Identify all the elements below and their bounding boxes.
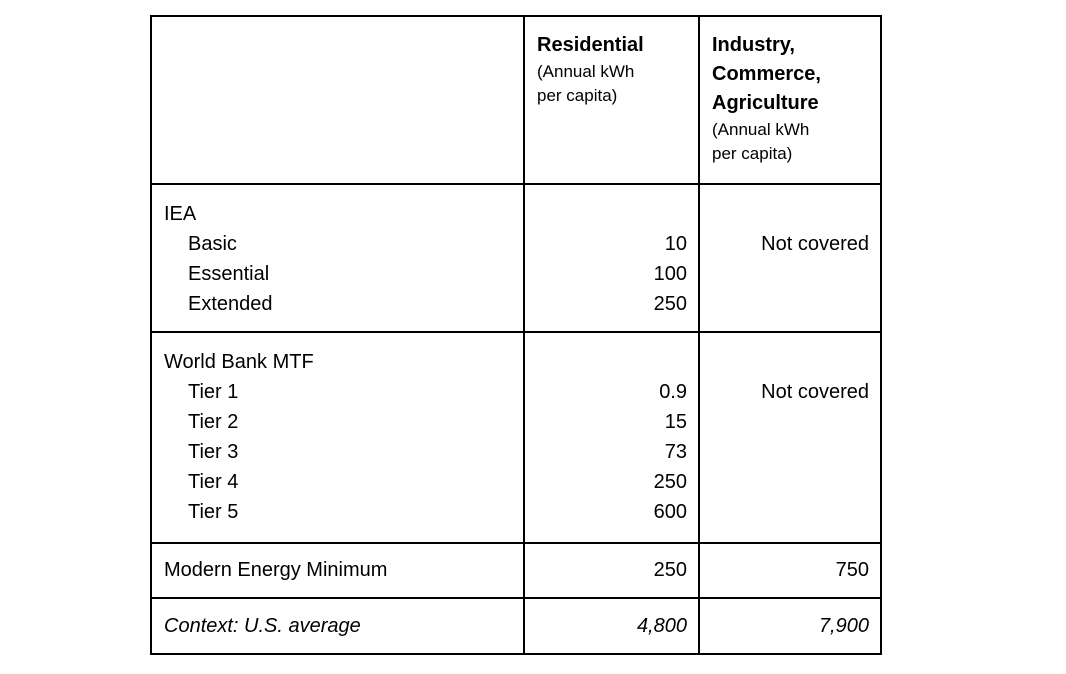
section-row-world-bank-mtf: World Bank MTF Tier 1 Tier 2 Tier 3 Tier… [150, 331, 882, 544]
iea-extended-value: 250 [653, 293, 687, 315]
spacer-line [537, 347, 687, 377]
industry-header-title-line2: Commerce, [712, 63, 821, 85]
section-name-iea: IEA [164, 203, 197, 225]
wb-tier2-value: 15 [664, 411, 687, 433]
wb-industry-cell: Not covered [698, 331, 882, 544]
wb-item-tier3: Tier 3 [188, 441, 239, 463]
wb-tier3-value: 73 [664, 441, 687, 463]
spacer-line [712, 347, 869, 377]
row-modern-energy-minimum: Modern Energy Minimum 250 750 [150, 542, 882, 599]
iea-coverage-note: Not covered [761, 233, 869, 255]
iea-basic-value: 10 [664, 233, 687, 255]
iea-labels-cell: IEA Basic Essential Extended [150, 183, 525, 333]
wb-tier5-value: 600 [653, 501, 687, 523]
wb-tier4-value: 250 [653, 471, 687, 493]
wb-item-tier4: Tier 4 [188, 471, 239, 493]
iea-item-extended: Extended [188, 293, 273, 315]
context-residential-value: 4,800 [523, 597, 700, 655]
wb-tier1-value: 0.9 [659, 381, 687, 403]
header-cell-empty [150, 15, 525, 185]
iea-industry-cell: Not covered [698, 183, 882, 333]
industry-header-title-line1: Industry, [712, 34, 795, 56]
iea-item-basic: Basic [188, 233, 237, 255]
residential-header-unit-line2: per capita) [537, 86, 618, 105]
wb-item-tier5: Tier 5 [188, 501, 239, 523]
industry-header-unit-line1: (Annual kWh [712, 120, 810, 139]
table-header-row: Residential (Annual kWh per capita) Indu… [150, 15, 882, 185]
industry-header-title-line3: Agriculture [712, 92, 819, 114]
iea-essential-value: 100 [653, 263, 687, 285]
header-cell-residential: Residential (Annual kWh per capita) [523, 15, 700, 185]
row-context-us-average: Context: U.S. average 4,800 7,900 [150, 597, 882, 655]
spacer-line [712, 199, 869, 229]
residential-header-title: Residential [537, 34, 644, 56]
context-label-cell: Context: U.S. average [150, 597, 525, 655]
iea-item-essential: Essential [188, 263, 270, 285]
header-cell-industry: Industry, Commerce, Agriculture (Annual … [698, 15, 882, 185]
mem-label-cell: Modern Energy Minimum [150, 542, 525, 599]
section-name-world-bank-mtf: World Bank MTF [164, 351, 314, 373]
energy-thresholds-table: Residential (Annual kWh per capita) Indu… [150, 15, 882, 655]
wb-coverage-note: Not covered [761, 381, 869, 403]
mem-residential-value: 250 [523, 542, 700, 599]
mem-industry-value: 750 [698, 542, 882, 599]
spacer-line [537, 199, 687, 229]
wb-item-tier2: Tier 2 [188, 411, 239, 433]
wb-residential-values-cell: 0.9 15 73 250 600 [523, 331, 700, 544]
energy-thresholds-table-wrap: Residential (Annual kWh per capita) Indu… [150, 15, 882, 655]
section-row-iea: IEA Basic Essential Extended 10 100 250 … [150, 183, 882, 333]
wb-labels-cell: World Bank MTF Tier 1 Tier 2 Tier 3 Tier… [150, 331, 525, 544]
residential-header-unit-line1: (Annual kWh [537, 62, 635, 81]
industry-header-unit-line2: per capita) [712, 144, 793, 163]
wb-item-tier1: Tier 1 [188, 381, 239, 403]
context-industry-value: 7,900 [698, 597, 882, 655]
iea-residential-values-cell: 10 100 250 [523, 183, 700, 333]
